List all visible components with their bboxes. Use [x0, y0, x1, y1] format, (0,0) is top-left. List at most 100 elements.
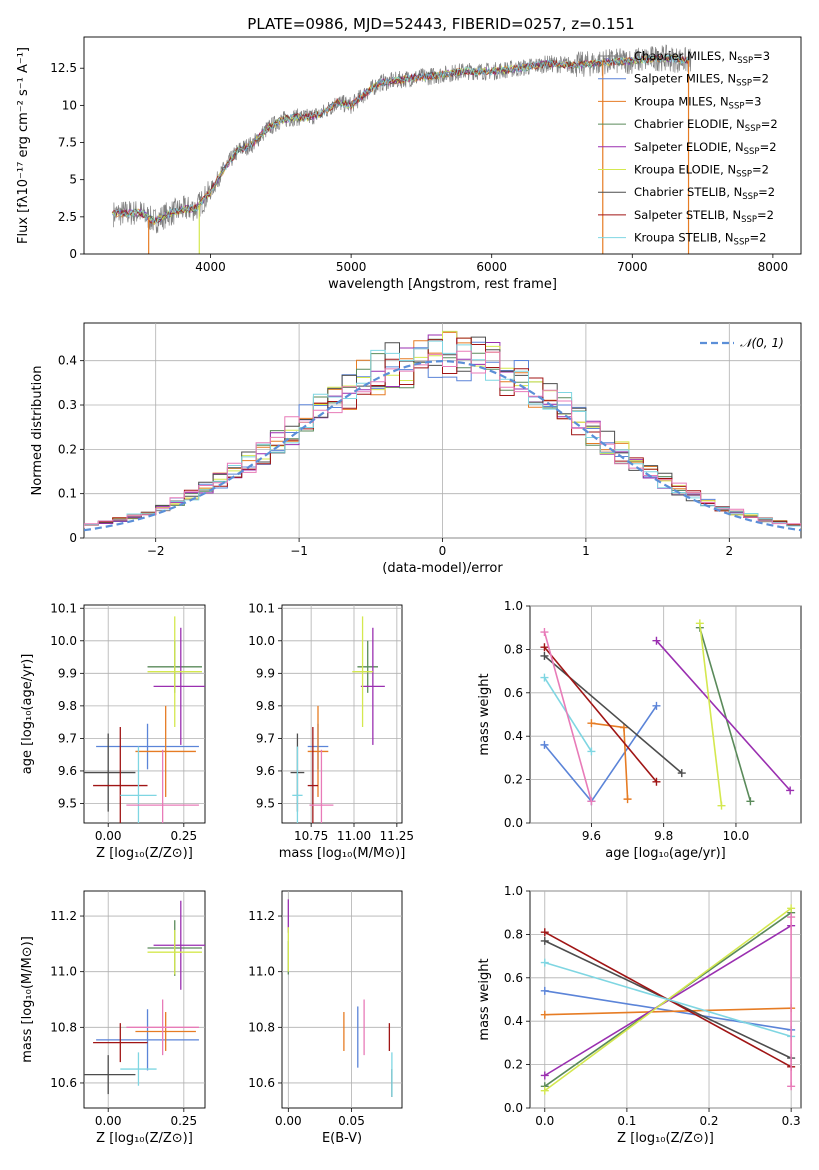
- y-tick-label: 10.6: [248, 1076, 275, 1090]
- y-axis-label: mass weight: [477, 673, 492, 755]
- data-point: [540, 740, 549, 749]
- y-tick-label: 10.8: [248, 1020, 275, 1034]
- x-tick-label: 0.00: [95, 829, 122, 843]
- axes-frame: [281, 890, 403, 1109]
- mass-vs-ebv-chart: 0.00 0.05 10.6 10.8 11.0 11.2 E(B-V): [248, 890, 403, 1146]
- y-tick-label: 9.5: [256, 796, 275, 810]
- data-point: [587, 747, 596, 756]
- y-tick-label: 10.0: [248, 634, 275, 648]
- x-axis-label: Z [log₁₀(Z/Z⊙)]: [96, 1131, 193, 1146]
- spectrum-plot-area: [111, 44, 692, 254]
- age-vs-mass-plot-area: [290, 616, 385, 823]
- y-tick-label: 7.5: [58, 136, 77, 150]
- y-tick-label: 1.0: [504, 599, 523, 613]
- x-tick-label: 10.0: [723, 829, 750, 843]
- spectrum-chart: 4000 5000 6000 7000 8000 0 2.5 5 7.5 10 12.5 wavele…: [16, 36, 802, 292]
- weight-line: [655, 640, 791, 792]
- residuals-chart: −2 −1 0 1 2 0 0.1 0.2 0.3 0.4 (data-model)/error No…: [30, 322, 802, 576]
- x-tick-label: 0.3: [782, 1114, 801, 1128]
- weight-line: [543, 655, 683, 774]
- x-tick-label: 5000: [336, 260, 367, 274]
- data-point: [587, 797, 596, 806]
- x-axis-label: (data-model)/error: [382, 561, 503, 576]
- data-point: [623, 795, 632, 804]
- y-tick-label: 9.8: [58, 699, 77, 713]
- y-tick-label: 0.0: [504, 1101, 523, 1115]
- y-tick-label: 11.0: [248, 965, 275, 979]
- x-tick-label: 0.00: [95, 1114, 122, 1128]
- x-axis-label: mass [log₁₀(M/M⊙)]: [279, 846, 406, 861]
- legend-label: Chabrier STELIB, NSSP=2: [634, 185, 775, 202]
- x-axis-label: Z [log₁₀(Z/Z⊙)]: [96, 846, 193, 861]
- mass-vs-Z-plot-area: [84, 900, 205, 1095]
- legend-label: Chabrier MILES, NSSP=3: [634, 49, 770, 66]
- y-tick-label: 9.9: [58, 666, 77, 680]
- data-point: [717, 801, 726, 810]
- x-tick-label: −1: [290, 544, 308, 558]
- y-tick-label: 0.4: [58, 354, 77, 368]
- y-tick-label: 10.0: [50, 634, 77, 648]
- x-axis-label: E(B-V): [322, 1131, 362, 1146]
- x-tick-label: 1: [582, 544, 590, 558]
- data-point: [787, 1082, 796, 1091]
- y-tick-label: 9.5: [58, 796, 77, 810]
- x-tick-label: 0.05: [338, 1114, 365, 1128]
- mass-weight-vs-age-chart: 9.6 9.8 10.0 0.0 0.2 0.4 0.6 0.8 1.0 age [log₁₀(a…: [477, 599, 802, 861]
- data-point: [540, 936, 549, 945]
- mass-vs-Z-chart: 0.00 0.25 10.6 10.8 11.0 11.2 Z [log₁₀(Z/Z⊙)] m…: [20, 890, 206, 1146]
- x-axis-label: age [log₁₀(age/yr)]: [605, 846, 726, 861]
- y-axis-label: Flux [fλ10⁻¹⁷ erg cm⁻² s⁻¹ A⁻¹]: [16, 47, 31, 244]
- age-vs-mass-chart: 10.75 11.00 11.25 9.5 9.6 9.7 9.8 9.9 10.0 10.1 ma…: [248, 601, 414, 861]
- age-vs-Z-chart: 0.00 0.25 9.5 9.6 9.7 9.8 9.9 10.0 10.1 Z [log₁₀(…: [20, 601, 206, 861]
- x-tick-label: 7000: [617, 260, 648, 274]
- data-point: [786, 786, 795, 795]
- y-tick-label: 0.4: [504, 729, 523, 743]
- mass-weight-vs-Z-chart: 0.0 0.1 0.2 0.3 0.0 0.2 0.4 0.6 0.8 1.0 Z [log₁₀(Z…: [477, 884, 802, 1146]
- y-tick-label: 11.2: [248, 909, 275, 923]
- y-axis-label: Normed distribution: [30, 366, 45, 496]
- legend-label: 𝒩(0, 1): [740, 336, 784, 350]
- gaussian-curve: [84, 359, 801, 532]
- y-tick-label: 0.8: [504, 642, 523, 656]
- y-tick-label: 0: [69, 247, 77, 261]
- figure-title: PLATE=0986, MJD=52443, FIBERID=0257, z=0…: [247, 15, 634, 33]
- data-point: [652, 636, 661, 645]
- mass-weight-vs-age-plot-area: [540, 619, 795, 810]
- y-axis-label: age [log₁₀(age/yr)]: [20, 654, 35, 775]
- x-tick-label: 10.75: [294, 829, 328, 843]
- data-point: [677, 769, 686, 778]
- y-tick-label: 2.5: [58, 210, 77, 224]
- y-axis-label: mass weight: [477, 958, 492, 1040]
- weight-line: [544, 990, 792, 1031]
- y-tick-label: 9.6: [58, 764, 77, 778]
- data-point: [787, 913, 796, 922]
- mass-vs-ebv-plot-area: [287, 899, 393, 1097]
- legend-label: Chabrier ELODIE, NSSP=2: [634, 117, 778, 134]
- y-tick-label: 9.9: [256, 666, 275, 680]
- data-point: [695, 619, 704, 628]
- weight-line: [543, 705, 658, 803]
- x-tick-label: 11.00: [337, 829, 371, 843]
- axes-frame: [281, 604, 403, 824]
- y-tick-label: 0.3: [58, 398, 77, 412]
- data-point: [540, 643, 549, 652]
- weight-line: [544, 1007, 792, 1016]
- weight-line: [699, 627, 752, 802]
- axes-frame: [83, 890, 206, 1109]
- age-vs-Z-plot-area: [84, 616, 205, 823]
- x-tick-label: 11.25: [380, 829, 414, 843]
- y-tick-label: 0.2: [58, 442, 77, 456]
- y-tick-label: 11.0: [50, 965, 77, 979]
- y-tick-label: 10: [62, 98, 77, 112]
- data-point: [540, 986, 549, 995]
- x-tick-label: 9.6: [582, 829, 601, 843]
- data-point: [540, 1071, 549, 1080]
- y-tick-label: 10.6: [50, 1076, 77, 1090]
- data-point: [540, 958, 549, 967]
- data-point: [787, 904, 796, 913]
- y-tick-label: 11.2: [50, 909, 77, 923]
- axes-frame: [83, 604, 206, 824]
- y-tick-label: 0.0: [504, 816, 523, 830]
- y-tick-label: 1.0: [504, 884, 523, 898]
- weight-line: [544, 925, 792, 1077]
